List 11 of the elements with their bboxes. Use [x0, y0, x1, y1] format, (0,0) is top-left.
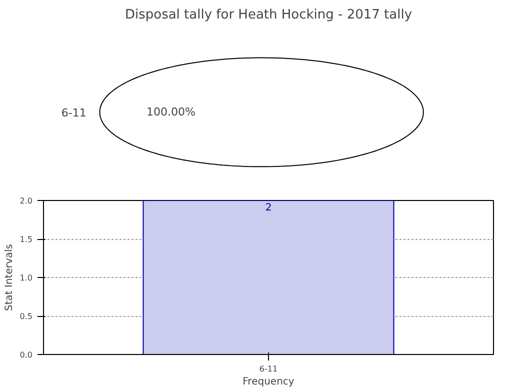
y-tick-label: 1.5 [20, 235, 33, 244]
x-axis-title: Frequency [242, 376, 294, 388]
chart-title: Disposal tally for Heath Hocking - 2017 tally [124, 8, 412, 22]
y-axis-title: Stat Intervals [4, 244, 15, 311]
data-label: 100.00% [146, 106, 196, 119]
data-label: 2 [265, 202, 272, 214]
slice-label: 6-11 [61, 106, 86, 120]
y-tick-label: 2.0 [20, 196, 33, 206]
y-tick-label: 0.5 [20, 312, 33, 321]
y-tick-label: 0.0 [20, 350, 33, 360]
y-tick-label: 1.0 [20, 274, 33, 282]
